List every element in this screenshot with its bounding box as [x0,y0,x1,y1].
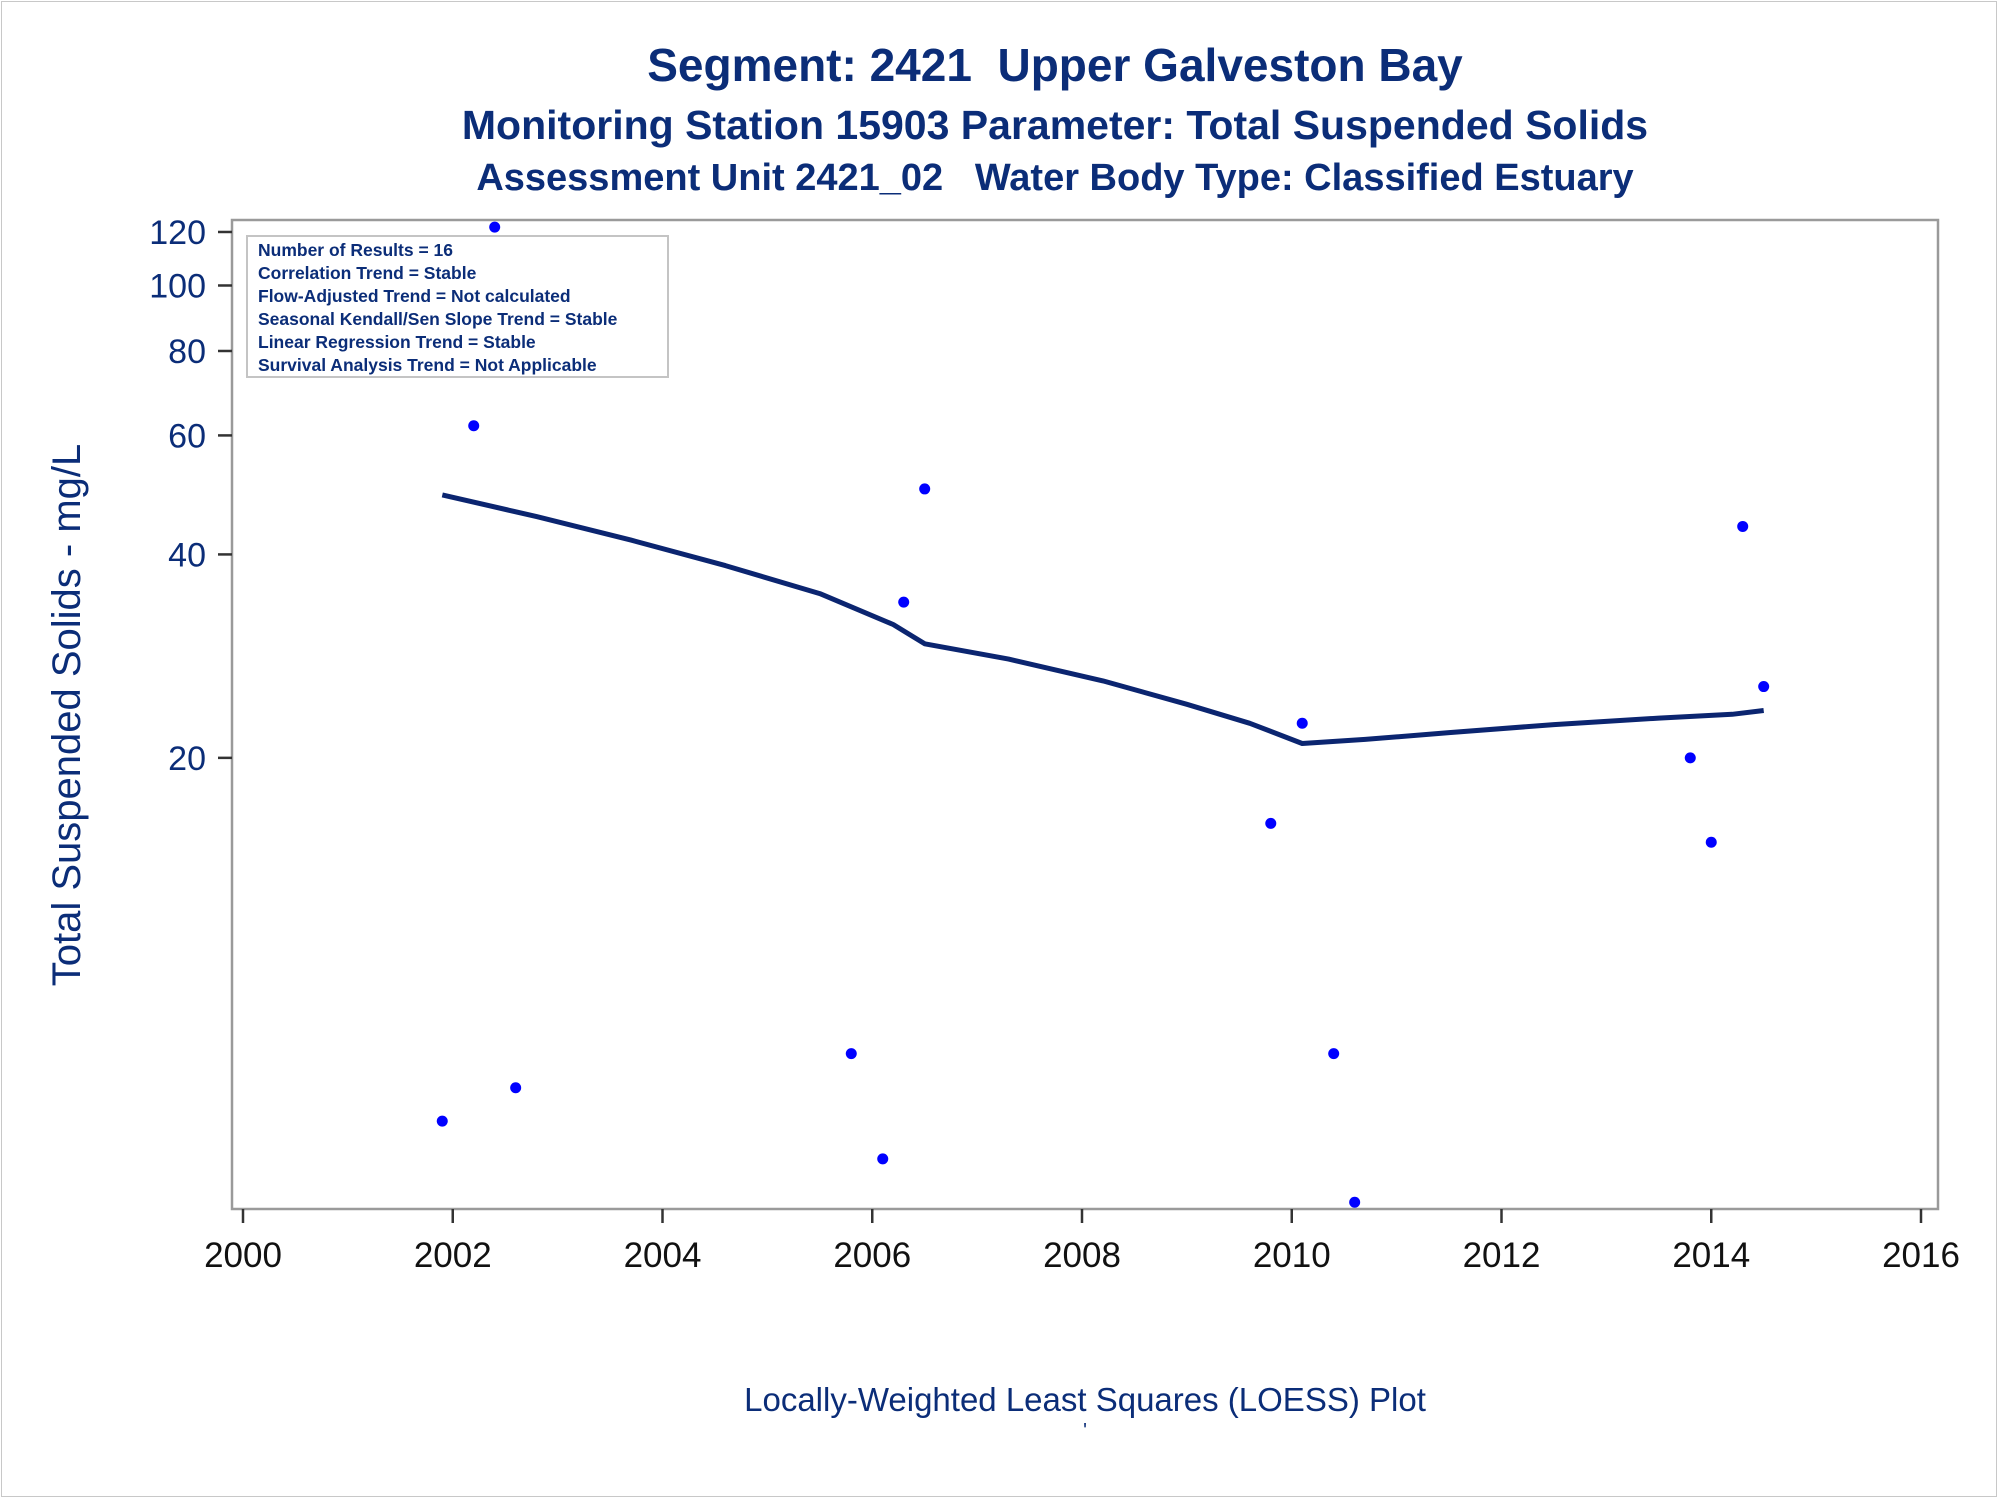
x-tick-label: 2002 [414,1236,492,1275]
stats-box: Number of Results = 16 Correlation Trend … [246,235,669,378]
data-point [1737,520,1749,532]
data-point [510,1082,522,1094]
plot-area [230,218,1940,1211]
x-tick-label: 2010 [1253,1236,1331,1275]
stats-box-border [246,235,669,378]
data-points [436,221,1770,1208]
stats-line: Correlation Trend = Stable [258,263,477,283]
chart-subtitle-2: Assessment Unit 2421_02 Water Body Type:… [476,157,1634,199]
data-point [1349,1196,1361,1208]
data-point [919,483,931,495]
y-axis-label: Total Suspended Solids - mg/L [45,444,89,987]
data-point [1758,681,1770,693]
y-tick-label: 100 [149,267,206,305]
x-tick-label: 2014 [1672,1236,1750,1275]
footnote-mark: ' [1083,1420,1087,1442]
loess-line [441,492,1764,746]
data-point [898,596,910,608]
y-tick-label: 80 [168,333,206,371]
y-tick-label: 40 [168,536,206,574]
x-tick-label: 2006 [833,1236,911,1275]
x-tick-label: 2004 [624,1236,702,1275]
data-point [436,1115,448,1127]
x-tick-label: 2008 [1043,1236,1121,1275]
data-point [877,1153,889,1165]
x-tick-label: 2016 [1882,1236,1960,1275]
data-point [1684,752,1696,764]
stats-line: Linear Regression Trend = Stable [258,332,536,352]
stats-line: Survival Analysis Trend = Not Applicable [258,355,597,375]
data-point [468,420,480,432]
plot-footnote: Locally-Weighted Least Squares (LOESS) P… [744,1381,1426,1418]
stats-line: Number of Results = 16 [258,240,453,260]
x-tick-label: 2012 [1463,1236,1541,1275]
data-point [489,221,501,233]
y-tick-label: 60 [168,417,206,455]
chart-title: Segment: 2421 Upper Galveston Bay [647,39,1463,91]
data-point [1328,1048,1340,1060]
loess-line-group [441,492,1764,746]
data-point [1705,836,1717,848]
data-point [1296,717,1308,729]
data-point [1265,817,1277,829]
data-point [845,1048,857,1060]
y-tick-label: 20 [168,740,206,778]
chart-subtitle: Monitoring Station 15903 Parameter: Tota… [461,102,1649,148]
x-axis: 2000 2002 2004 2006 2008 2010 2012 2014 2016 [204,1209,1960,1275]
stats-line: Flow-Adjusted Trend = Not calculated [258,286,571,306]
stats-line: Seasonal Kendall/Sen Slope Trend = Stabl… [258,309,618,329]
x-tick-label: 2000 [204,1236,282,1275]
y-axis: 20 40 60 80 100 120 [149,214,232,778]
y-tick-label: 120 [149,214,206,252]
